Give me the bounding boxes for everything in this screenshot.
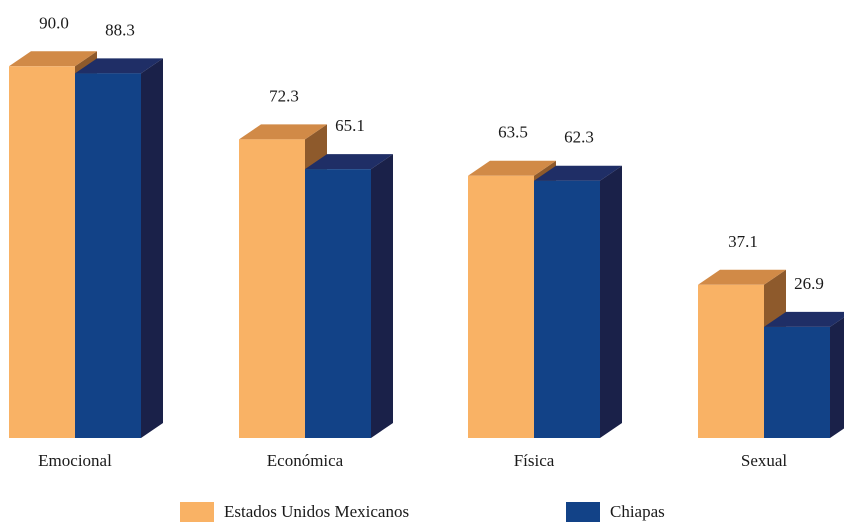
bar-top — [239, 124, 327, 140]
legend-swatch — [180, 502, 214, 522]
bar-top — [764, 311, 844, 327]
bar-top — [468, 160, 556, 176]
bar-side — [830, 317, 844, 438]
legend-item-estados-unidos-mexicanos: Estados Unidos Mexicanos — [180, 501, 409, 523]
bar — [534, 180, 600, 439]
data-label: 65.1 — [335, 116, 365, 135]
data-label: 72.3 — [269, 86, 299, 105]
bars-layer — [9, 51, 844, 439]
bar — [75, 73, 141, 439]
bar-side — [371, 154, 393, 438]
legend-swatch — [566, 502, 600, 522]
bar — [698, 284, 764, 438]
legend-item-chiapas: Chiapas — [566, 501, 665, 523]
bar — [305, 169, 371, 438]
legend-label: Estados Unidos Mexicanos — [224, 502, 410, 521]
bar-top — [75, 58, 163, 74]
bar-top — [9, 51, 97, 67]
data-label: 90.0 — [39, 13, 69, 32]
bar-top — [305, 154, 393, 170]
bar-side — [141, 58, 163, 439]
data-label: 26.9 — [794, 274, 824, 293]
data-label: 62.3 — [564, 128, 594, 147]
bar — [764, 326, 830, 438]
bar — [239, 139, 305, 438]
category-label: Emocional — [38, 451, 112, 470]
data-label: 63.5 — [498, 123, 528, 142]
data-label: 88.3 — [105, 20, 135, 39]
category-label: Económica — [267, 451, 344, 470]
bar — [468, 175, 534, 438]
data-label: 37.1 — [728, 232, 758, 251]
value-labels-layer: 90.0 88.3 72.3 65.1 63.5 62.3 37.1 26.9 — [39, 13, 824, 293]
bar-top — [698, 269, 786, 285]
category-labels-layer: Emocional Económica Física Sexual — [38, 451, 787, 470]
category-label: Física — [514, 451, 555, 470]
bar — [9, 66, 75, 439]
bar-side — [600, 165, 622, 439]
legend-label: Chiapas — [610, 502, 665, 521]
bar-top — [534, 165, 622, 181]
category-label: Sexual — [741, 451, 788, 470]
